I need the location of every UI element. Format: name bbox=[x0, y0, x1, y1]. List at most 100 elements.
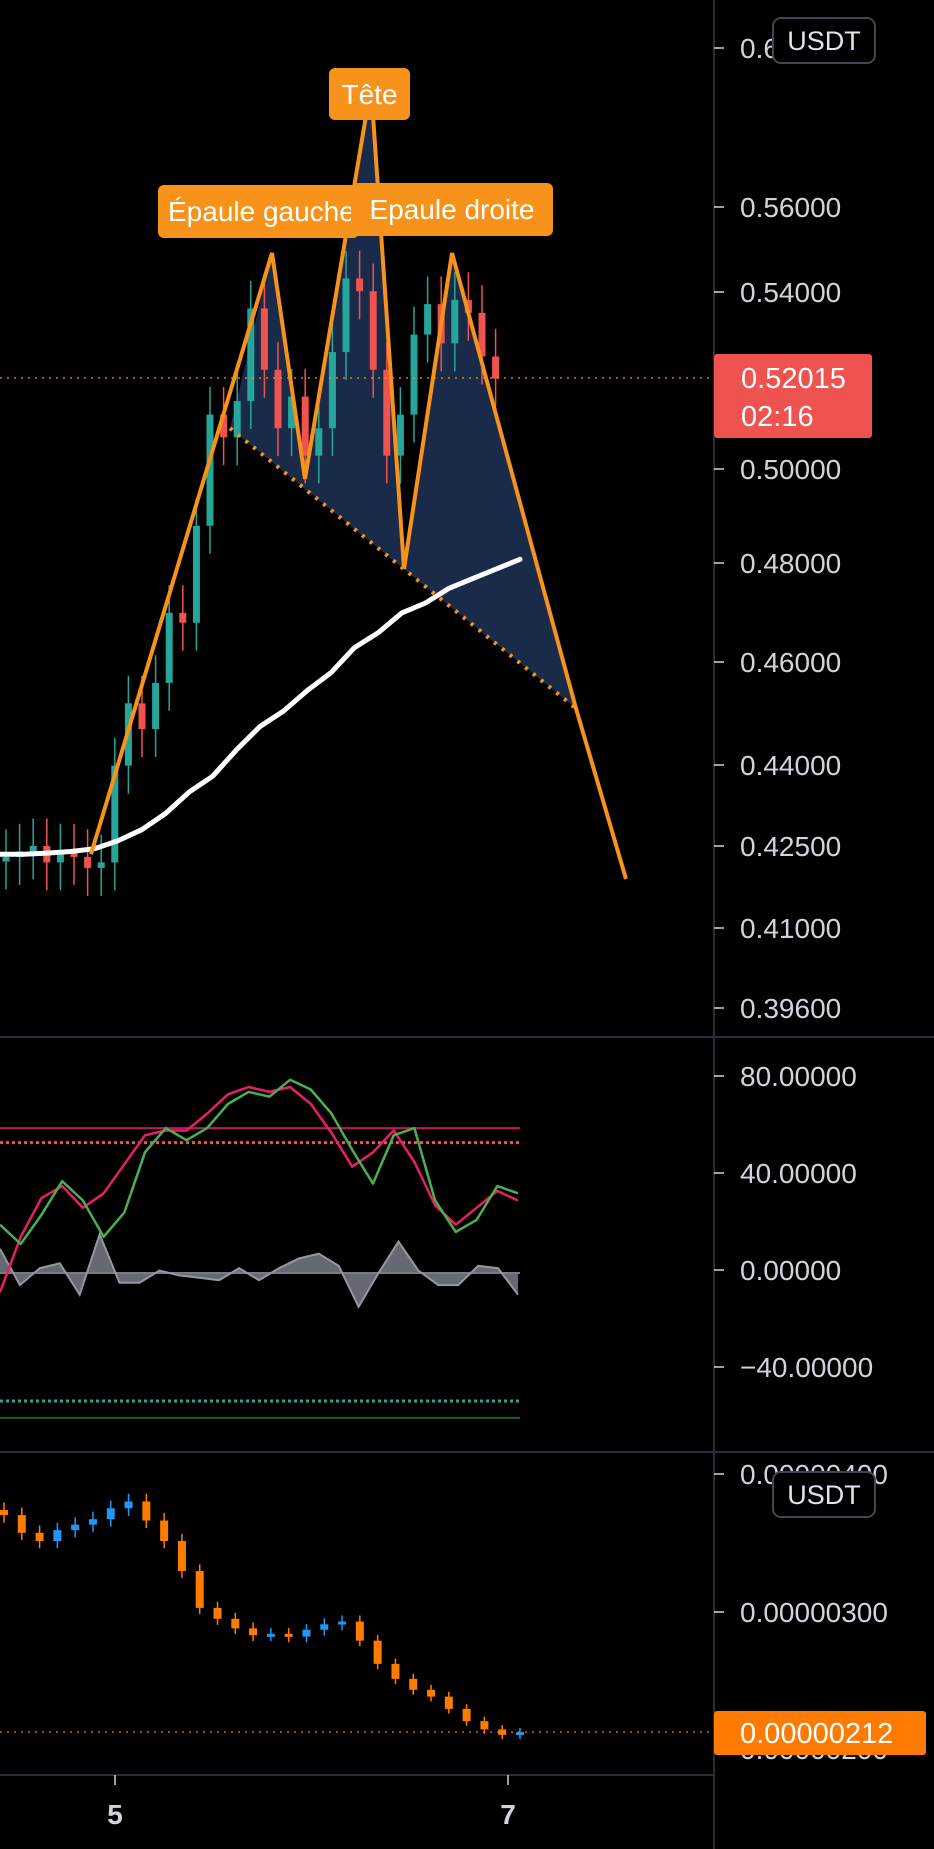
price-candle bbox=[424, 304, 432, 335]
price-candle bbox=[247, 308, 255, 402]
oscillator-axis-label: 40.00000 bbox=[740, 1158, 857, 1189]
price-candle bbox=[369, 291, 377, 370]
oscillator-histogram bbox=[0, 1231, 519, 1309]
neckline bbox=[228, 426, 578, 711]
price-axis-label: 0.54000 bbox=[740, 277, 841, 308]
oscillator-lines bbox=[0, 1078, 519, 1293]
right-shoulder-label-box bbox=[351, 183, 553, 236]
oscillator-histogram-outline bbox=[0, 1231, 519, 1309]
price-candle bbox=[2, 856, 10, 862]
compare-candle bbox=[249, 1628, 258, 1636]
last-price-tag: 0.52015 02:16 bbox=[714, 354, 872, 438]
countdown-timer: 02:16 bbox=[741, 401, 814, 433]
price-axis-label: 0.56000 bbox=[740, 192, 841, 223]
moving-average-line-path bbox=[0, 556, 523, 857]
compare-candle bbox=[195, 1571, 204, 1608]
compare-candle bbox=[320, 1624, 329, 1630]
oscillator-k-line bbox=[0, 1078, 519, 1246]
left-shoulder-label-box bbox=[158, 185, 359, 238]
currency-badge-top[interactable]: USDT bbox=[772, 17, 876, 64]
compare-last-price-tag-box bbox=[714, 1711, 926, 1755]
compare-candle bbox=[516, 1732, 524, 1736]
compare-last-price-value: 0.00000212 bbox=[740, 1718, 893, 1750]
compare-candle bbox=[124, 1501, 133, 1509]
price-candle bbox=[478, 312, 486, 357]
price-candle bbox=[410, 334, 418, 415]
price-axis-label: 0.46000 bbox=[740, 647, 841, 678]
price-candle bbox=[152, 682, 160, 730]
left-shoulder-label[interactable]: Épaule gauche bbox=[158, 185, 359, 238]
compare-candle bbox=[35, 1532, 44, 1542]
last-price-tag-box bbox=[714, 354, 872, 438]
compare-candle bbox=[160, 1520, 169, 1542]
head-label[interactable]: Tête bbox=[329, 68, 410, 120]
price-axis-label: 0.41000 bbox=[740, 913, 841, 944]
price-axis-label: 0.44000 bbox=[740, 750, 841, 781]
price-axis-label: 0.39600 bbox=[740, 993, 841, 1024]
price-candle bbox=[328, 352, 336, 429]
price-candle bbox=[165, 612, 173, 683]
price-candle bbox=[260, 308, 268, 370]
date-axis-label: 5 bbox=[107, 1799, 123, 1830]
price-axis[interactable]: 0.60.560000.540000.500000.480000.460000.… bbox=[714, 33, 888, 1765]
compare-axis-label: 0.00000300 bbox=[740, 1597, 888, 1628]
oscillator-axis-label: −40.00000 bbox=[740, 1352, 873, 1383]
oscillator-axis-label: 0.00000 bbox=[740, 1255, 841, 1286]
compare-candle bbox=[177, 1541, 186, 1572]
currency-badge-compare[interactable]: USDT bbox=[772, 1471, 876, 1518]
price-candle bbox=[111, 765, 119, 863]
compare-candle bbox=[338, 1621, 347, 1625]
compare-candle bbox=[444, 1696, 453, 1709]
compare-pane[interactable] bbox=[0, 1493, 714, 1740]
head-label-text: Tête bbox=[341, 79, 397, 110]
price-pane[interactable]: Tête Épaule gauche Epaule droite bbox=[0, 68, 714, 896]
compare-candles bbox=[0, 1493, 524, 1740]
pattern-fill bbox=[230, 86, 576, 709]
price-candle bbox=[301, 396, 309, 456]
price-candle bbox=[315, 428, 323, 456]
price-candle bbox=[179, 612, 187, 623]
right-shoulder-label-text: Epaule droite bbox=[369, 194, 534, 225]
head-and-shoulders-pattern bbox=[230, 86, 576, 709]
price-candle bbox=[492, 356, 500, 379]
compare-candle bbox=[355, 1621, 364, 1641]
price-candle bbox=[451, 299, 459, 344]
price-candle bbox=[70, 851, 78, 857]
oscillator-histogram-area bbox=[0, 1234, 518, 1307]
compare-candle bbox=[302, 1629, 311, 1637]
price-axis-label: 0.48000 bbox=[740, 548, 841, 579]
pattern-lines bbox=[89, 85, 628, 880]
price-candle bbox=[383, 369, 391, 456]
pattern-outline bbox=[89, 85, 628, 880]
currency-badge-top-text: USDT bbox=[787, 26, 861, 56]
compare-candle bbox=[373, 1640, 382, 1664]
compare-candle bbox=[480, 1721, 489, 1730]
currency-badge-compare-box bbox=[772, 1471, 876, 1518]
price-candle bbox=[220, 414, 228, 438]
date-axis-label: 7 bbox=[500, 1799, 516, 1830]
price-candle bbox=[84, 856, 92, 868]
compare-candle bbox=[427, 1689, 436, 1697]
price-candle bbox=[206, 414, 214, 526]
price-candle bbox=[342, 278, 350, 353]
compare-candle bbox=[106, 1508, 115, 1520]
compare-candle bbox=[462, 1708, 471, 1722]
price-candle bbox=[274, 369, 282, 429]
price-candle bbox=[396, 414, 404, 456]
compare-candle bbox=[17, 1515, 26, 1533]
compare-candle bbox=[88, 1519, 97, 1525]
moving-average-line bbox=[0, 556, 523, 857]
last-price-value: 0.52015 bbox=[741, 363, 846, 395]
compare-candle bbox=[266, 1633, 275, 1637]
compare-candle bbox=[142, 1501, 151, 1521]
oscillator-pane[interactable] bbox=[0, 1078, 520, 1419]
price-candle bbox=[138, 703, 146, 730]
price-candle bbox=[356, 278, 364, 292]
right-shoulder-label[interactable]: Epaule droite bbox=[351, 183, 553, 236]
currency-badge-top-box bbox=[772, 17, 876, 64]
price-candle bbox=[192, 525, 200, 623]
compare-last-price-tag: 0.00000212 bbox=[714, 1711, 926, 1755]
